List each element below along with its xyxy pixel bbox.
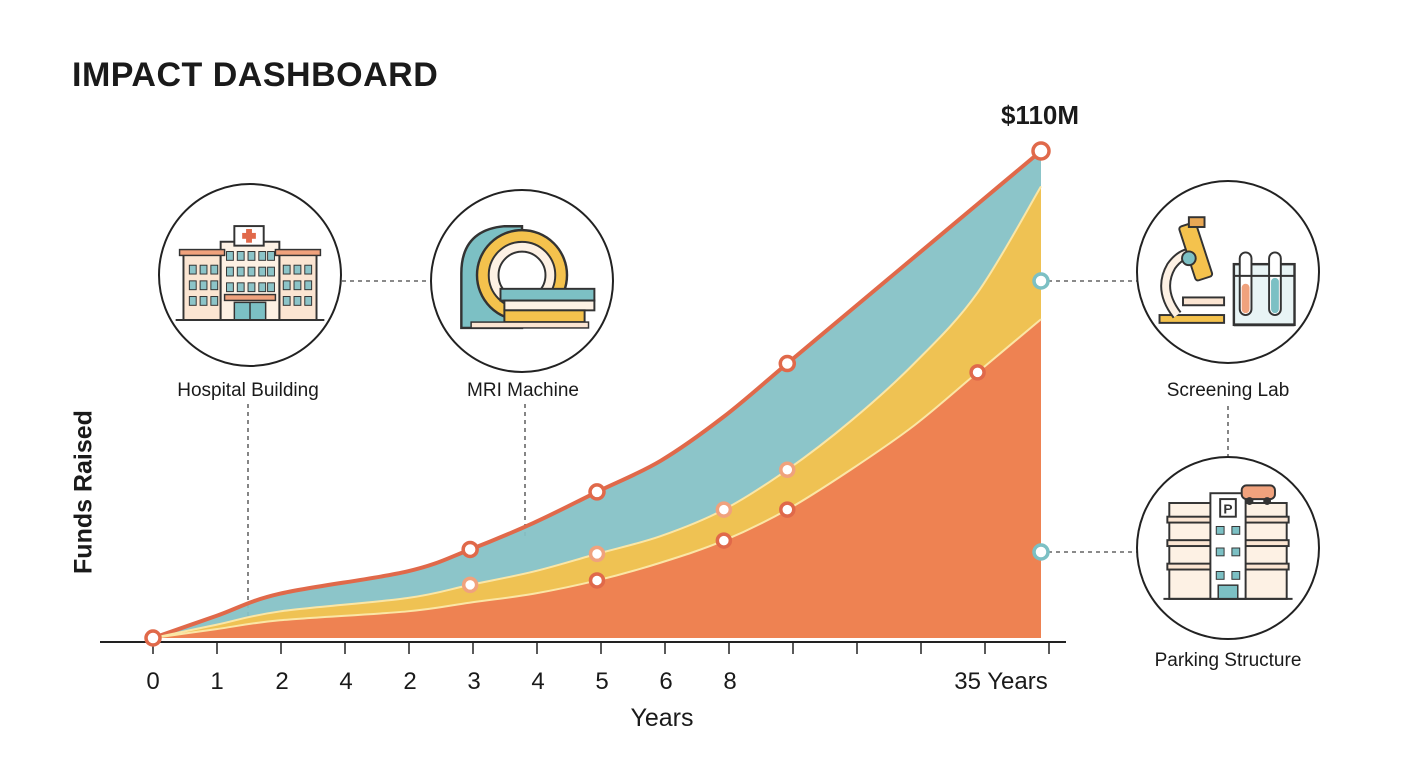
data-point-marker [461, 576, 479, 594]
x-axis [100, 641, 1066, 654]
data-point-marker [715, 501, 733, 518]
series-line-0 [152, 318, 1042, 639]
mri-machine-icon [430, 189, 614, 373]
data-point-marker [1032, 543, 1050, 561]
x-tick-label: 5 [595, 668, 609, 695]
milestone-label-hospital: Hospital Building [177, 380, 319, 401]
data-point-marker [144, 629, 162, 647]
page-title: IMPACT DASHBOARD [72, 56, 439, 94]
data-point-marker [588, 545, 606, 563]
x-tick-label: 2 [275, 668, 289, 695]
data-point-markers [144, 141, 1051, 647]
data-point-marker [779, 501, 796, 518]
milestone-connectors [247, 280, 1229, 618]
series-line-1 [152, 185, 1042, 639]
milestone-label-mri: MRI Machine [467, 380, 579, 401]
x-axis-label: Years [630, 704, 694, 732]
x-tick-label: 35 Years [954, 668, 1048, 695]
x-tick-label: 3 [467, 668, 481, 695]
area-series-0 [153, 319, 1041, 638]
x-tick-label: 0 [146, 668, 160, 695]
data-point-marker [779, 461, 796, 479]
area-layers [152, 149, 1043, 640]
data-point-marker [1032, 272, 1050, 290]
x-tick-label: 2 [403, 668, 417, 695]
milestone-label-parking: Parking Structure [1154, 650, 1302, 671]
data-point-marker [588, 483, 606, 501]
svg-text:P: P [1223, 502, 1232, 517]
data-point-marker [778, 354, 797, 373]
x-tick-label: 4 [531, 668, 545, 695]
x-tick-label: 6 [659, 668, 673, 695]
data-point-marker [715, 532, 733, 549]
data-point-marker [461, 540, 479, 559]
milestone-label-screening-lab: Screening Lab [1166, 380, 1290, 401]
data-point-marker [1031, 141, 1051, 161]
x-tick-label: 1 [210, 668, 224, 695]
x-tick-label: 8 [723, 668, 737, 695]
x-tick-label: 4 [339, 668, 353, 695]
hospital-building-icon [158, 183, 342, 367]
data-point-marker [969, 364, 986, 381]
data-point-marker [588, 572, 606, 589]
series-line-2 [152, 149, 1043, 640]
microscope-test-tubes-icon [1136, 180, 1320, 364]
peak-value-label: $110M [1000, 100, 1080, 130]
parking-garage-icon: P [1136, 456, 1320, 640]
